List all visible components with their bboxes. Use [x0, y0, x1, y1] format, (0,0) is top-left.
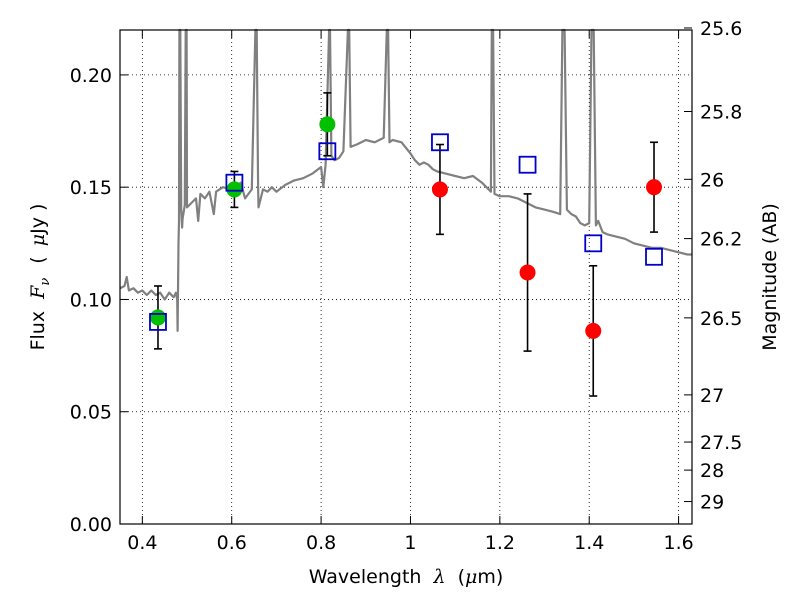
observed-flux-point — [431, 181, 448, 198]
model-flux-square — [645, 247, 663, 266]
template-spectrum-layer — [119, 28, 692, 332]
observed-flux-point — [149, 309, 166, 326]
observed-flux-point — [319, 116, 336, 133]
y2-tick-label: 29 — [700, 492, 724, 514]
x-tick-label: 1.6 — [663, 532, 693, 554]
y-tick-label: 0.05 — [70, 402, 112, 424]
y-tick-label: 0.10 — [70, 289, 112, 311]
y2-tick-label: 26.5 — [700, 308, 742, 330]
x-tick-label: 1 — [404, 532, 416, 554]
plot-frame — [119, 29, 693, 525]
y-tick-label: 0.20 — [70, 65, 112, 87]
y2-tick-label: 25.6 — [700, 18, 742, 40]
y2-tick-label: 26.2 — [700, 229, 742, 251]
template-spectrum-line — [119, 28, 692, 332]
model-flux-square — [518, 155, 537, 174]
y-tick-label: 0.15 — [70, 177, 112, 199]
x-tick-label: 0.6 — [217, 532, 247, 554]
model-flux-square — [149, 313, 167, 331]
model-flux-square — [584, 234, 603, 253]
observed-flux-point — [646, 179, 663, 196]
y-axis-label: Flux Fν ( μJy ) — [27, 204, 54, 351]
y2-tick-label: 26 — [700, 169, 724, 191]
model-flux-square — [431, 133, 449, 152]
ticks-layer: 0.4 0.6 0.8 1 1.2 1.4 1.6 0.00 0.05 0.10 0.15 0.20 2… — [70, 18, 743, 554]
observed-flux-point — [585, 322, 602, 339]
x-tick-label: 1.4 — [574, 532, 604, 554]
x-tick-label: 0.4 — [127, 532, 157, 554]
y2-tick-label: 25.8 — [700, 102, 742, 124]
observed-flux-point — [519, 264, 536, 281]
model-flux-square — [225, 173, 244, 192]
y2-tick-label: 28 — [700, 460, 724, 482]
observed-flux-point — [226, 181, 243, 198]
y-tick-label: 0.00 — [70, 514, 112, 536]
y2-axis-label: Magnitude (AB) — [759, 203, 781, 351]
x-tick-label: 0.8 — [306, 532, 336, 554]
x-axis-label: Wavelength λ (μm) — [309, 566, 504, 588]
x-tick-label: 1.2 — [485, 532, 515, 554]
model-flux-square — [318, 142, 337, 161]
y2-tick-label: 27.5 — [700, 432, 742, 454]
y2-tick-label: 27 — [700, 385, 724, 407]
data-points-layer — [149, 92, 663, 397]
